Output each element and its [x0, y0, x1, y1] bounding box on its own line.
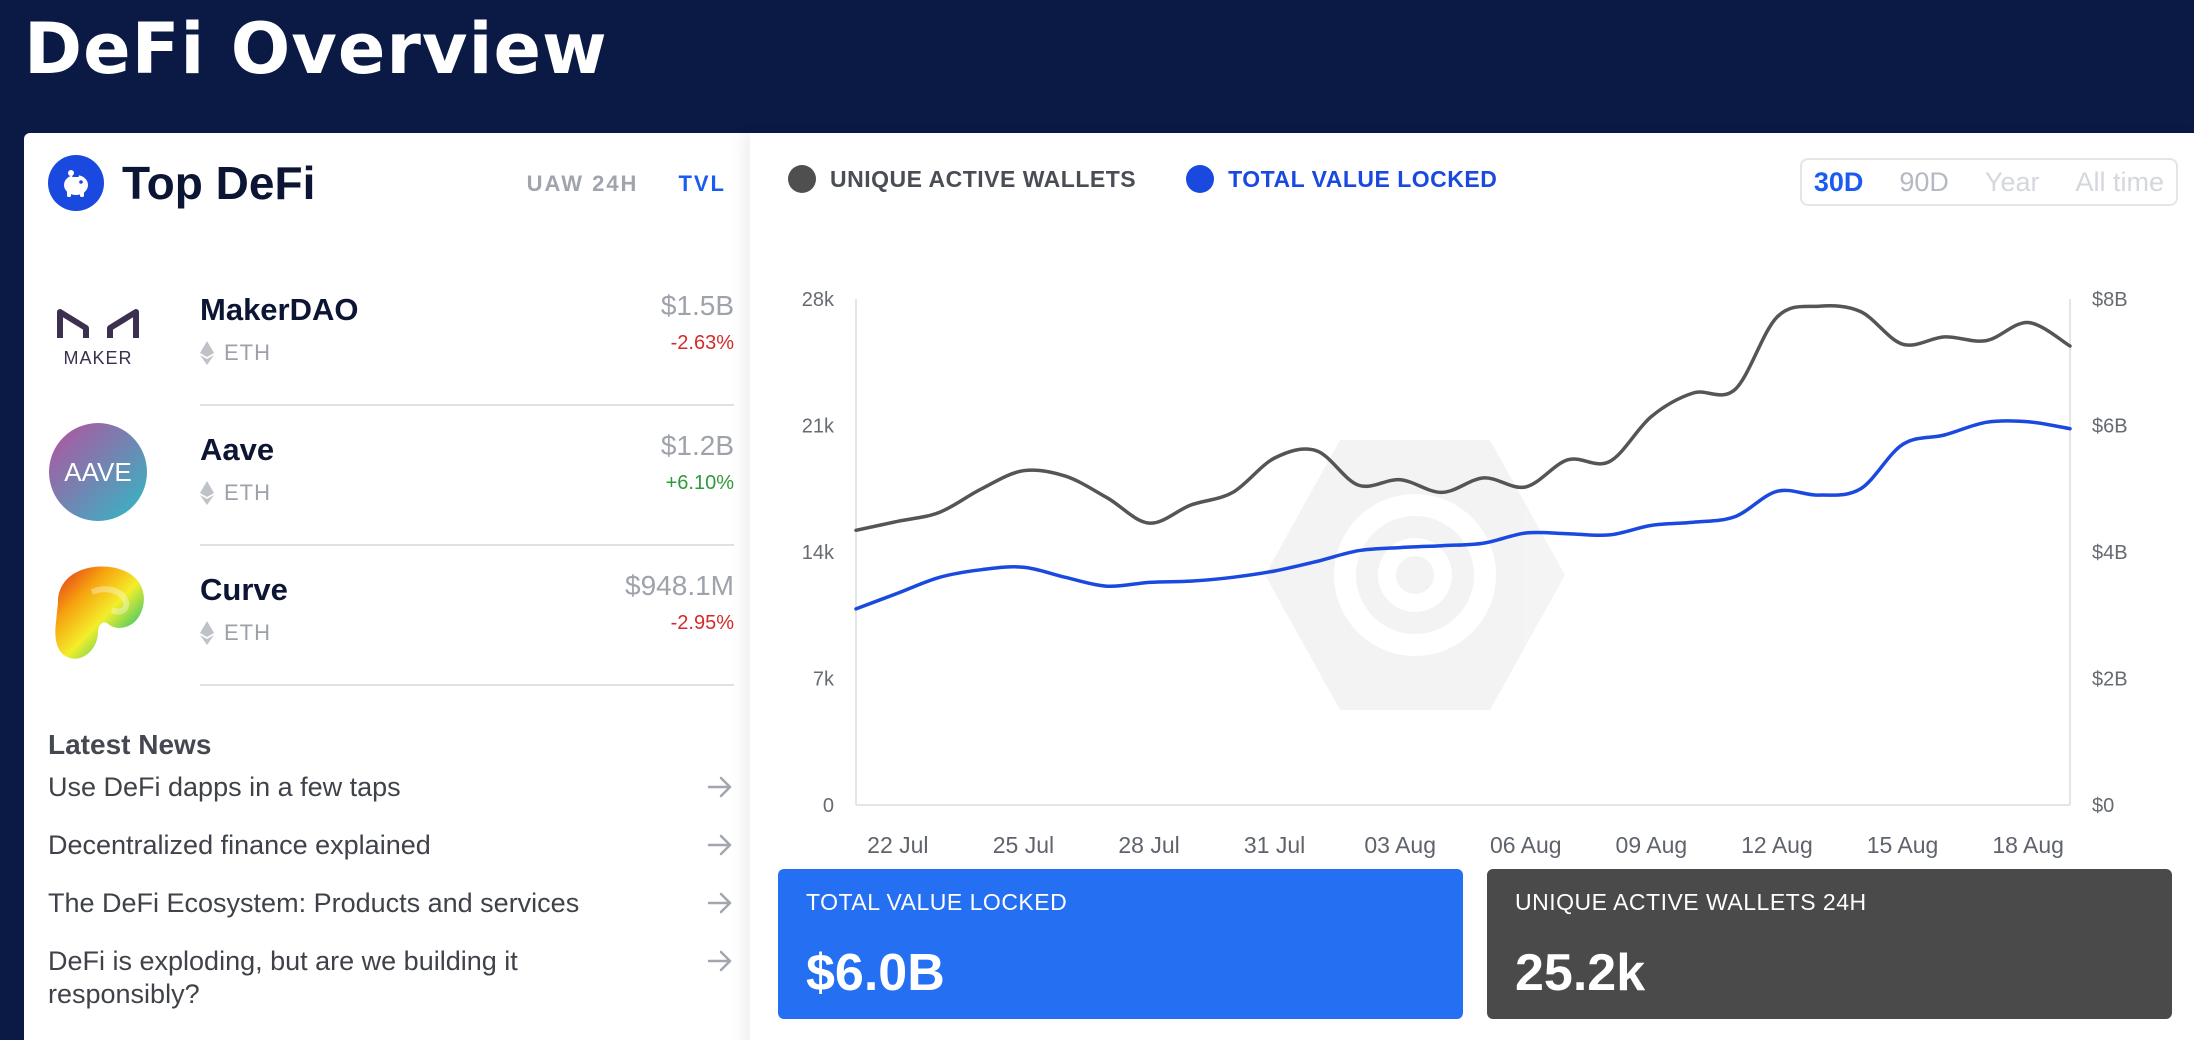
- metric-tabs: UAW 24H TVL: [527, 171, 726, 197]
- range-90d-button[interactable]: 90D: [1899, 166, 1949, 197]
- x-tick-label: 18 Aug: [1992, 832, 2064, 858]
- protocol-change: -2.63%: [670, 332, 734, 354]
- piggy-bank-icon: [48, 155, 104, 211]
- protocol-name: MakerDAO: [200, 292, 359, 327]
- tvl-stat-card: TOTAL VALUE LOCKED $6.0B: [778, 869, 1463, 1019]
- legend-tvl[interactable]: TOTAL VALUE LOCKED: [1186, 165, 1497, 193]
- curve-logo: [48, 562, 148, 662]
- top-defi-title: Top DeFi: [122, 157, 316, 209]
- ethereum-icon: [200, 481, 214, 505]
- y-right-tick-label: $2B: [2092, 669, 2128, 691]
- range-30d-button[interactable]: 30D: [1813, 166, 1864, 197]
- y-left-tick-label: 14k: [802, 542, 835, 564]
- protocol-list: MAKER MakerDAO ETH $1.5B -2.63%: [48, 266, 734, 686]
- tab-uaw-24h[interactable]: UAW 24H: [526, 171, 639, 196]
- protocol-chain: ETH: [200, 620, 271, 646]
- chart-panel: UNIQUE ACTIVE WALLETS TOTAL VALUE LOCKED…: [750, 133, 2194, 1040]
- aave-logo-text: AAVE: [64, 457, 131, 487]
- protocol-name: Curve: [200, 572, 288, 607]
- chain-label: ETH: [224, 480, 271, 505]
- legend-tvl-label: TOTAL VALUE LOCKED: [1228, 165, 1498, 192]
- chain-label: ETH: [224, 620, 271, 645]
- y-left-tick-label: 21k: [802, 416, 835, 438]
- x-tick-label: 25 Jul: [993, 832, 1054, 858]
- protocol-row-aave[interactable]: AAVE Aave ETH $1.2B +6.10%: [48, 406, 734, 546]
- news-item[interactable]: The DeFi Ecosystem: Products and service…: [48, 887, 734, 920]
- range-year-button[interactable]: Year: [1984, 166, 2040, 197]
- makerdao-logo: MAKER: [48, 282, 148, 382]
- y-right-tick-label: $8B: [2092, 289, 2128, 311]
- legend-uaw[interactable]: UNIQUE ACTIVE WALLETS: [788, 165, 1136, 193]
- protocol-tvl: $1.5B: [660, 290, 734, 321]
- protocol-change: -2.95%: [670, 612, 734, 634]
- page-title: DeFi Overview: [24, 8, 608, 90]
- ethereum-icon: [200, 341, 214, 365]
- top-defi-header: Top DeFi: [48, 155, 315, 211]
- legend-dot-tvl: [1186, 165, 1215, 193]
- arrow-right-icon: [707, 834, 732, 856]
- y-right-tick-label: $4B: [2092, 542, 2128, 564]
- uaw-stat-value: 25.2k: [1515, 944, 1646, 1002]
- watermark-logo: [1265, 440, 1565, 710]
- x-tick-label: 12 Aug: [1741, 832, 1813, 858]
- uaw-stat-card: UNIQUE ACTIVE WALLETS 24H 25.2k: [1487, 869, 2172, 1019]
- protocol-chain: ETH: [200, 340, 271, 366]
- protocol-name: Aave: [200, 432, 275, 467]
- y-right-tick-label: $0: [2092, 795, 2114, 817]
- news-item-text: Decentralized finance explained: [48, 830, 431, 860]
- protocol-row-makerdao[interactable]: MAKER MakerDAO ETH $1.5B -2.63%: [48, 266, 734, 406]
- y-left-tick-label: 7k: [813, 669, 835, 691]
- y-right-tick-label: $6B: [2092, 416, 2128, 438]
- news-item-text: The DeFi Ecosystem: Products and service…: [48, 888, 580, 918]
- makerdao-logo-text: MAKER: [63, 348, 132, 368]
- x-tick-label: 06 Aug: [1490, 832, 1562, 858]
- arrow-right-icon: [707, 776, 732, 798]
- line-chart: 0 7k 14k 21k 28k $0 $2B $4B $6B $8B 22 Jul 25 Jul 28…: [802, 289, 2128, 858]
- y-left-tick-label: 28k: [802, 289, 835, 311]
- news-item[interactable]: Decentralized finance explained: [48, 829, 734, 862]
- news-item-text: DeFi is exploding, but are we building i…: [48, 946, 518, 1009]
- chart-legend: UNIQUE ACTIVE WALLETS TOTAL VALUE LOCKED: [788, 165, 1497, 193]
- tab-tvl[interactable]: TVL: [678, 171, 726, 196]
- aave-logo: AAVE: [48, 422, 148, 522]
- legend-dot-uaw: [788, 165, 816, 193]
- tvl-stat-label: TOTAL VALUE LOCKED: [806, 889, 1068, 915]
- x-tick-label: 03 Aug: [1364, 832, 1436, 858]
- range-all-time-button[interactable]: All time: [2075, 166, 2164, 197]
- protocol-row-curve[interactable]: Curve ETH $948.1M -2.95%: [48, 546, 734, 686]
- ethereum-icon: [200, 621, 214, 645]
- protocol-tvl: $948.1M: [625, 570, 734, 601]
- protocol-tvl: $1.2B: [660, 430, 734, 461]
- y-left-tick-label: 0: [823, 795, 834, 817]
- arrow-right-icon: [707, 950, 732, 972]
- x-tick-label: 31 Jul: [1244, 832, 1305, 858]
- time-range-selector: 30D 90D Year All time: [1799, 158, 2178, 206]
- top-defi-panel: Top DeFi UAW 24H TVL MAKER MakerDAO ETH …: [24, 133, 750, 1040]
- news-item-text: Use DeFi dapps in a few taps: [48, 772, 401, 802]
- x-tick-label: 15 Aug: [1867, 832, 1939, 858]
- legend-uaw-label: UNIQUE ACTIVE WALLETS: [830, 165, 1137, 192]
- chain-label: ETH: [224, 340, 271, 365]
- series-line-tvl: [854, 419, 2072, 611]
- x-tick-label: 22 Jul: [867, 832, 928, 858]
- news-item[interactable]: DeFi is exploding, but are we building i…: [48, 945, 734, 1011]
- uaw-stat-label: UNIQUE ACTIVE WALLETS 24H: [1515, 889, 1867, 915]
- protocol-change: +6.10%: [665, 472, 734, 494]
- news-title: Latest News: [48, 729, 212, 760]
- x-tick-label: 09 Aug: [1616, 832, 1688, 858]
- arrow-right-icon: [707, 892, 732, 914]
- x-tick-label: 28 Jul: [1118, 832, 1179, 858]
- news-item[interactable]: Use DeFi dapps in a few taps: [48, 771, 734, 804]
- tvl-stat-value: $6.0B: [806, 944, 945, 1002]
- protocol-chain: ETH: [200, 480, 271, 506]
- series-line-uaw: [854, 304, 2072, 533]
- latest-news: Latest News Use DeFi dapps in a few taps…: [48, 729, 734, 1036]
